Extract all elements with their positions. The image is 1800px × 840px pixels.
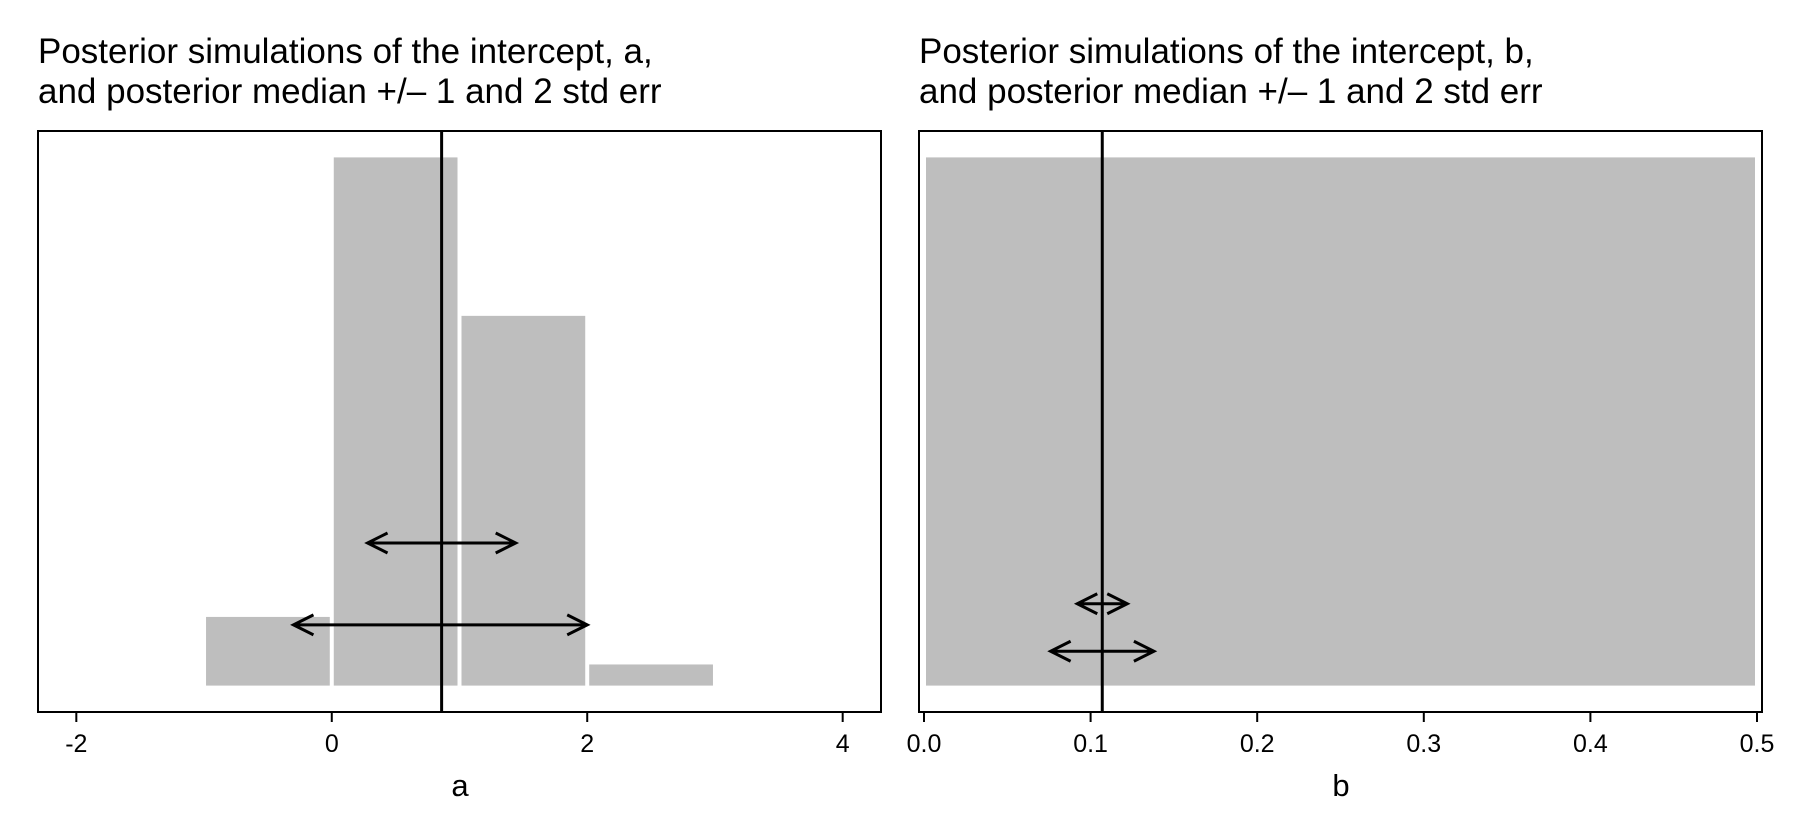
panel-title-line-1: Posterior simulations of the intercept, … — [919, 32, 1534, 71]
x-axis-label: b — [1332, 768, 1349, 803]
x-tick-label: 2 — [580, 730, 594, 758]
plot-frame — [918, 130, 1763, 713]
x-tick-label: 0.2 — [1240, 730, 1275, 758]
x-tick-label: 0.1 — [1073, 730, 1108, 758]
x-tick-label: 4 — [836, 730, 850, 758]
x-tick-label: 0.0 — [907, 730, 942, 758]
histogram-bars — [925, 157, 1756, 686]
x-tick-label: -2 — [65, 730, 87, 758]
interval-1se-arrow — [364, 531, 520, 555]
interval-arrows — [290, 531, 591, 637]
panel-title-line-1: Posterior simulations of the intercept, … — [38, 32, 653, 71]
interval-arrows — [1047, 592, 1158, 663]
panel-b: Posterior simulations of the intercept, … — [907, 32, 1775, 803]
plot-frame — [37, 130, 882, 713]
panel-title-line-2: and posterior median +/– 1 and 2 std err — [38, 72, 662, 111]
interval-1se-arrow — [1073, 592, 1131, 616]
histogram-bar-0 — [206, 616, 330, 686]
histogram-bar-2 — [461, 315, 586, 686]
x-axis-ticks: 0.0 0.1 0.2 0.3 0.4 0.5 — [907, 712, 1775, 758]
histogram-bars — [206, 157, 713, 686]
x-tick-label: 0.5 — [1740, 730, 1775, 758]
interval-2se-arrow — [1047, 639, 1158, 663]
histogram-bar-3 — [589, 664, 713, 686]
x-tick-label: 0 — [325, 730, 339, 758]
histogram-bar-0 — [925, 157, 1756, 686]
histogram-bar-1 — [333, 157, 458, 686]
x-tick-label: 0.3 — [1406, 730, 1441, 758]
x-axis-label: a — [451, 768, 469, 803]
x-axis-ticks: -2 0 2 4 — [65, 712, 850, 758]
x-tick-label: 0.4 — [1573, 730, 1608, 758]
panel-a: Posterior simulations of the intercept, … — [37, 32, 882, 803]
panel-title-line-2: and posterior median +/– 1 and 2 std err — [919, 72, 1543, 111]
interval-2se-arrow — [290, 613, 591, 637]
